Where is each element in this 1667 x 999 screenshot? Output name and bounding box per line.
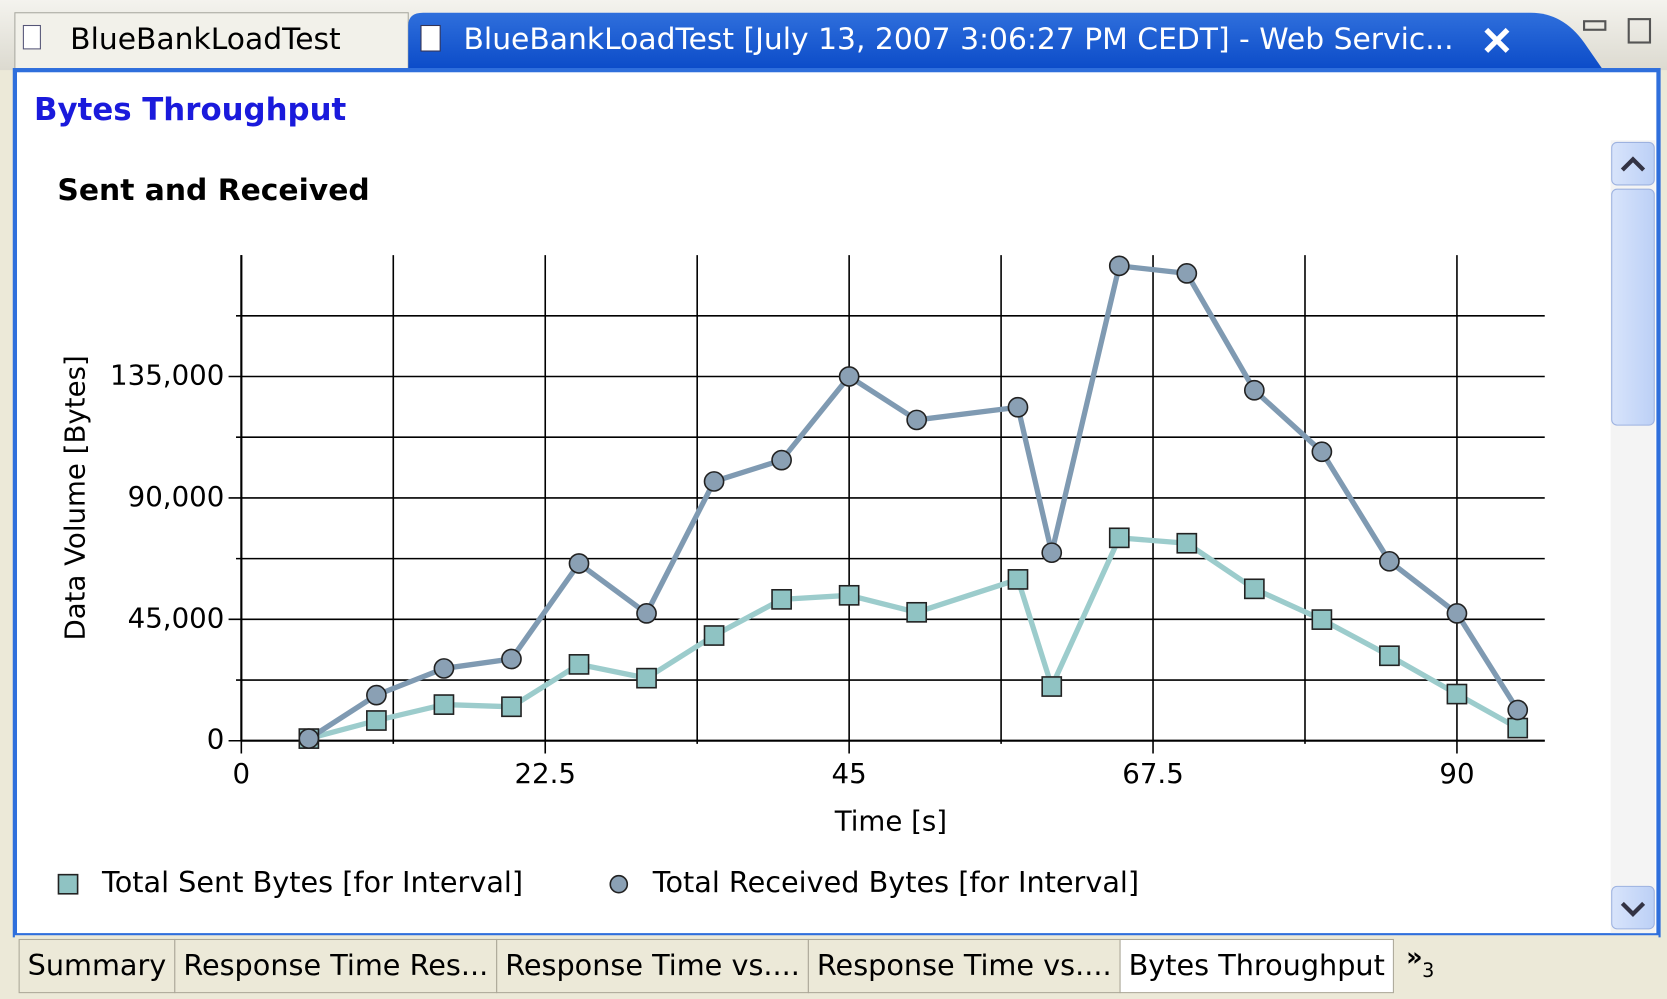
scroll-down[interactable] [1611, 885, 1655, 930]
marker [1108, 255, 1130, 277]
x-tick-label: 22.5 [514, 757, 576, 790]
legend-swatch [57, 873, 79, 895]
y-axis-label: Data Volume [Bytes] [59, 355, 92, 640]
tab-icon [22, 24, 41, 50]
marker [1311, 441, 1333, 463]
marker [838, 366, 860, 387]
marker [366, 710, 387, 731]
marker [703, 471, 725, 492]
marker [433, 694, 455, 715]
bottom-tab[interactable] [496, 938, 809, 994]
scroll-thumb[interactable] [1611, 188, 1655, 426]
editor [12, 68, 1661, 938]
bottom-tabs: Summary Response Time Res... Response Time… [18, 938, 1434, 994]
chart-title: Sent and Received [57, 173, 369, 208]
marker [1243, 379, 1265, 401]
tab-icon [420, 24, 441, 52]
chart: Sent and Received 0 45,000 90,000 135,000 0 22… [57, 173, 1545, 899]
legend-swatch [609, 874, 629, 894]
bottom-tab-label[interactable]: Response Time vs.... [817, 948, 1112, 982]
marker [906, 409, 928, 431]
marker [838, 584, 860, 606]
bottom-tab-label[interactable]: Response Time Res... [183, 948, 488, 982]
marker [1379, 550, 1400, 572]
arrow [1620, 156, 1646, 172]
bottom-tab[interactable] [174, 938, 498, 994]
x-tick-label: 67.5 [1122, 757, 1184, 790]
bottom-tab[interactable] [18, 938, 176, 994]
marker [568, 553, 590, 574]
marker [1176, 263, 1198, 284]
maximize-button[interactable] [1627, 18, 1652, 44]
marker [1446, 683, 1468, 705]
scroll-up[interactable] [1611, 141, 1655, 186]
marker [771, 449, 792, 471]
marker [501, 648, 522, 670]
marker [1446, 603, 1468, 624]
minimize-button[interactable] [1583, 20, 1607, 31]
page-title: Bytes Throughput [34, 92, 347, 128]
y-tick-label: 90,000 [128, 480, 225, 513]
marker [1311, 609, 1333, 630]
marker [1507, 699, 1529, 721]
bottom-tab-label[interactable]: Response Time vs.... [505, 948, 800, 982]
marker [568, 654, 590, 675]
y-tick-label: 45,000 [128, 601, 225, 634]
y-tick-label: 0 [207, 723, 225, 756]
close-button[interactable] [1484, 27, 1510, 53]
marker [1041, 676, 1063, 697]
marker [1007, 569, 1029, 590]
overflow-count[interactable]: 3 [1422, 959, 1434, 982]
chevron[interactable]: » [1406, 943, 1422, 973]
bottom-tab-label[interactable]: Bytes Throughput [1129, 948, 1385, 982]
x-tick-label: 0 [233, 757, 251, 790]
legend-label: Total Sent Bytes [for Interval] [101, 865, 523, 899]
marker [771, 588, 792, 610]
marker [1007, 396, 1029, 418]
marker [1041, 542, 1063, 564]
marker [636, 603, 657, 624]
arrow [1620, 901, 1646, 917]
marker [1176, 532, 1198, 554]
active-tab[interactable] [408, 12, 1604, 71]
marker [1507, 717, 1529, 739]
marker [433, 658, 455, 679]
marker [501, 696, 522, 718]
marker [906, 601, 928, 623]
tab-label[interactable]: BlueBankLoadTest [July 13, 2007 3:06:27 … [464, 22, 1454, 57]
marker [366, 684, 387, 706]
x-tick-label: 90 [1439, 757, 1474, 790]
marker [298, 728, 320, 749]
legend-label: Total Received Bytes [for Interval] [652, 865, 1139, 899]
y-tick-label: 135,000 [110, 358, 224, 391]
marker [1379, 645, 1400, 667]
bottom-tab-label[interactable]: Summary [28, 948, 167, 982]
marker [703, 625, 725, 646]
marker [1108, 527, 1130, 549]
marker [1243, 578, 1265, 600]
x-tick-label: 45 [832, 757, 867, 790]
tab-label[interactable]: BlueBankLoadTest [70, 22, 341, 57]
bottom-tab[interactable] [1119, 938, 1394, 994]
marker [636, 667, 657, 689]
x-axis-label: Time [s] [834, 805, 947, 838]
